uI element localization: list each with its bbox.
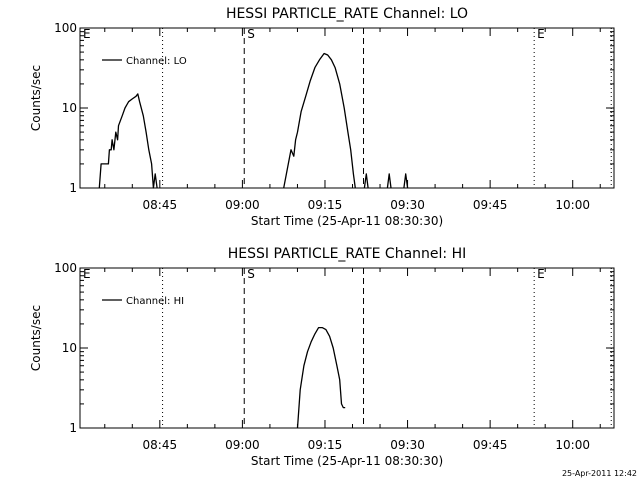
marker-label: E — [537, 267, 545, 281]
x-tick-label: 09:45 — [473, 438, 508, 452]
x-tick-label: 08:45 — [143, 438, 178, 452]
legend-entry: Channel: LO — [126, 56, 187, 67]
x-tick-label: 09:30 — [390, 198, 425, 212]
series-line — [296, 326, 346, 429]
y-tick-label: 10 — [62, 341, 77, 355]
x-tick-label: 09:30 — [390, 438, 425, 452]
y-tick-label: 1 — [69, 181, 77, 195]
legend-entry: Channel: HI — [126, 296, 184, 307]
marker-label: S — [247, 27, 255, 41]
marker-label: E — [83, 267, 91, 281]
marker-label: E — [537, 27, 545, 41]
chart-title: HESSI PARTICLE_RATE Channel: LO — [226, 6, 468, 22]
x-tick-label: 10:00 — [555, 438, 590, 452]
y-tick-label: 10 — [62, 101, 77, 115]
x-tick-label: 09:45 — [473, 198, 508, 212]
series-line — [98, 93, 158, 189]
x-tick-label: 10:00 — [555, 198, 590, 212]
x-tick-label: 09:15 — [308, 198, 343, 212]
x-tick-label: 08:45 — [143, 198, 178, 212]
y-tick-label: 100 — [54, 261, 77, 275]
x-axis-label: Start Time (25-Apr-11 08:30:30) — [251, 214, 443, 228]
x-tick-label: 09:15 — [308, 438, 343, 452]
y-axis-label: Counts/sec — [29, 305, 43, 371]
y-tick-label: 1 — [69, 421, 77, 435]
x-tick-label: 09:00 — [225, 198, 260, 212]
chart-panel-hi: HESSI PARTICLE_RATE Channel: HI 1 10 100 08:… — [29, 246, 615, 468]
footer-timestamp: 25-Apr-2011 12:42 — [562, 469, 637, 478]
x-axis-label: Start Time (25-Apr-11 08:30:30) — [251, 454, 443, 468]
series-line — [403, 173, 409, 189]
y-axis-label: Counts/sec — [29, 65, 43, 131]
chart-title: HESSI PARTICLE_RATE Channel: HI — [228, 246, 466, 262]
x-tick-label: 09:00 — [225, 438, 260, 452]
marker-label: S — [247, 267, 255, 281]
chart-panel-lo: HESSI PARTICLE_RATE Channel: LO 1 10 100 08:… — [29, 6, 615, 228]
marker-label: E — [83, 27, 91, 41]
series-line — [386, 173, 392, 189]
series-line — [363, 173, 369, 189]
series-line — [283, 52, 356, 189]
y-tick-label: 100 — [54, 21, 77, 35]
